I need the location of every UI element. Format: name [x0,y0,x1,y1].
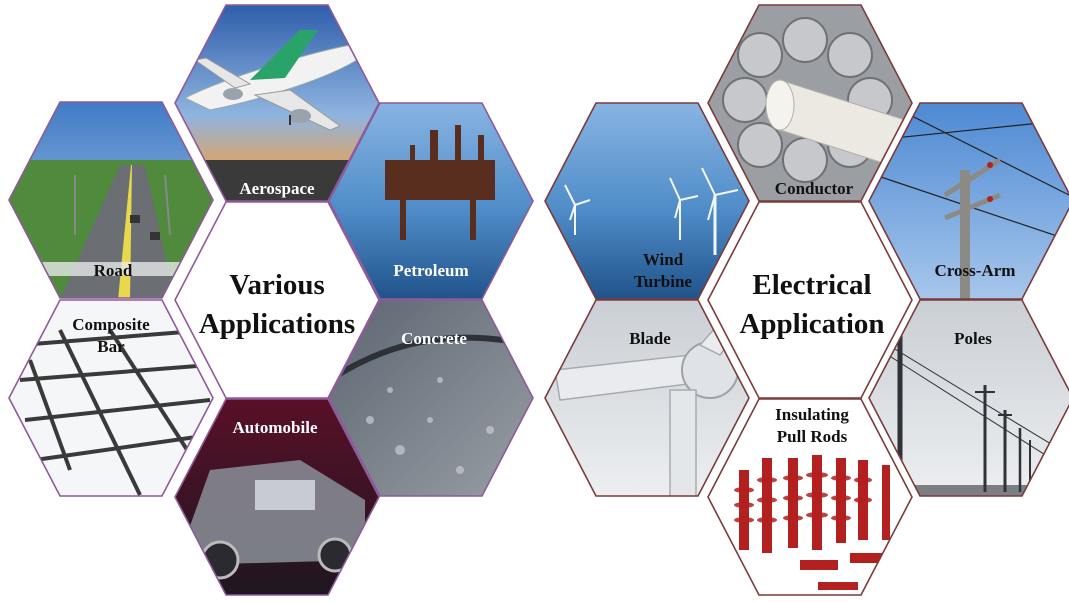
tile-road: Road [8,101,214,299]
aerospace-label: Aerospace [239,179,315,198]
insulator-rods-image [734,455,890,590]
left-center-title-line1: Various [229,269,325,301]
car-chassis-image [185,460,365,580]
road-label: Road [94,261,133,280]
right-center-title-line1: Electrical [752,269,871,301]
tile-composite-bar: Composite Bar [8,299,214,497]
utility-pole-image [874,109,1069,299]
rebar-grid-image [19,328,211,496]
tile-automobile: Automobile [174,398,380,596]
airplane-image [183,30,365,131]
wind-label-line1: Wind [643,250,684,269]
concrete-label: Concrete [401,329,467,348]
wind-turbine-image [564,167,739,255]
tile-poles: Poles [868,299,1069,497]
cross-arm-label: Cross-Arm [935,261,1016,280]
tile-insulating-pull-rods: Insulating Pull Rods [707,398,913,596]
oil-rig-image [385,125,495,240]
automobile-label: Automobile [233,418,318,437]
rods-label-line1: Insulating [775,405,849,424]
tile-concrete: Concrete [328,299,534,497]
wind-label-line2: Turbine [634,272,692,291]
composite-label-line2: Bar [97,337,125,356]
tile-cross-arm: Cross-Arm [868,102,1069,300]
rods-label-line2: Pull Rods [777,427,848,446]
blade-label: Blade [629,329,671,348]
right-center-title-line2: Application [739,308,884,340]
tile-conductor: Conductor [707,4,913,202]
left-center-hexagon: Various Applications [174,201,380,399]
left-center-title-line2: Applications [199,308,355,340]
petroleum-label: Petroleum [393,261,468,280]
composite-label-line1: Composite [72,315,150,334]
tile-petroleum: Petroleum [328,102,534,300]
right-center-hexagon: Electrical Application [707,201,913,399]
tile-wind-turbine: Wind Turbine [544,102,750,300]
poles-label: Poles [954,329,992,348]
conductor-label: Conductor [775,179,854,198]
